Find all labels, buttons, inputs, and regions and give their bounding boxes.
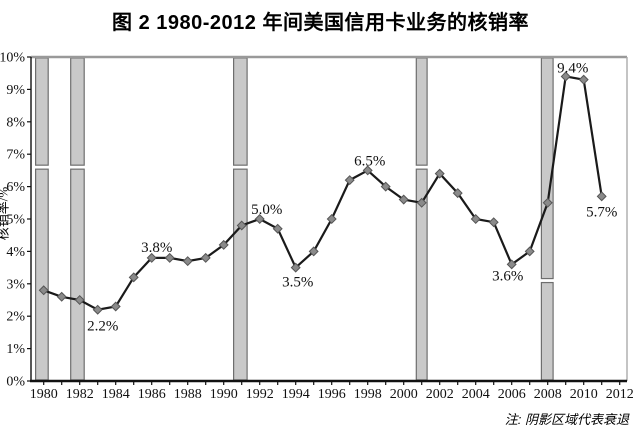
data-point-marker [128,272,139,283]
data-point-marker [308,246,319,257]
y-tick-label: 6% [6,180,25,195]
footnote: 注: 阴影区域代表衰退 [504,412,629,427]
data-point-marker [398,194,409,205]
data-label: 5.7% [586,204,617,220]
data-point-marker [272,223,283,234]
data-label: 2.2% [87,319,118,335]
x-tick-label: 2008 [534,387,562,402]
data-point-marker [542,197,553,208]
data-point-marker [596,191,607,202]
data-point-marker [74,294,85,306]
y-tick-label: 2% [6,310,25,325]
y-tick-label: 7% [6,148,25,163]
recession-band [34,57,49,166]
data-point-marker [344,175,355,186]
data-point-marker [488,217,499,228]
data-point-marker [182,256,193,267]
x-tick-label: 2006 [498,387,526,402]
data-point-marker [452,188,463,199]
data-point-marker [506,259,517,270]
recession-band [540,281,554,381]
chart-title: 图 2 1980-2012 年间美国信用卡业务的核销率 [112,12,529,34]
x-tick-label: 1994 [282,387,310,402]
recession-band [415,57,428,166]
data-line [43,75,603,311]
data-point-marker [56,291,67,302]
y-tick-label: 5% [6,213,25,228]
data-label: 3.5% [282,275,313,291]
recession-band [70,168,85,381]
y-tick-label: 3% [6,277,25,292]
data-point-marker [218,239,229,250]
data-point-marker [38,285,49,296]
x-tick-label: 1988 [174,387,202,402]
x-tick-label: 1992 [246,387,274,402]
x-tick-label: 1996 [318,387,346,402]
x-tick-label: 2004 [462,387,490,402]
data-label: 3.8% [141,240,172,256]
data-point-marker [110,301,121,312]
data-point-marker [470,213,481,225]
data-point-marker [290,262,301,273]
recession-band [34,168,49,381]
x-tick-label: 1980 [30,387,58,402]
data-point-marker [146,252,157,263]
x-tick-label: 1984 [102,387,130,402]
data-point-marker [200,252,211,263]
data-point-marker [254,213,265,225]
recession-band [540,57,554,280]
y-tick-label: 0% [6,375,25,390]
data-point-marker [362,165,373,176]
x-tick-label: 1998 [354,387,382,402]
y-tick-label: 4% [6,245,25,260]
recession-band [233,57,248,166]
y-tick-label: 9% [6,83,25,98]
data-point-marker [92,304,103,315]
data-label: 3.6% [492,268,523,284]
recession-band [70,57,85,166]
y-tick-label: 1% [6,342,25,357]
data-label: 6.5% [354,153,385,169]
x-tick-label: 1990 [210,387,238,402]
data-point-marker [326,213,337,225]
x-tick-label: 2002 [426,387,454,402]
data-point-marker [560,71,571,82]
data-point-marker [578,74,589,85]
data-point-marker [236,220,247,231]
data-point-marker [164,252,175,263]
data-label: 9.4% [557,60,588,76]
data-label: 5.0% [251,202,282,218]
y-tick-label: 10% [0,51,25,66]
y-tick-label: 8% [6,115,25,130]
data-point-marker [524,246,535,257]
data-point-marker [416,197,427,208]
x-tick-label: 2010 [570,387,598,402]
x-tick-label: 1982 [66,387,94,402]
recession-band [233,168,248,381]
data-point-marker [434,168,445,179]
x-tick-label: 2000 [390,387,418,402]
x-tick-label: 2012 [606,387,634,402]
x-tick-label: 1986 [138,387,166,402]
data-point-marker [380,181,391,192]
